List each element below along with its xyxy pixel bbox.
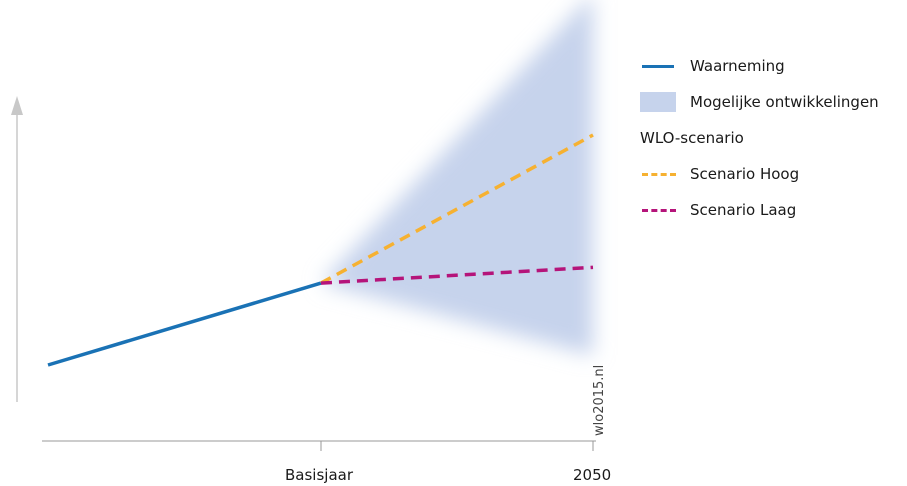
legend-group-title: WLO-scenario <box>640 129 744 147</box>
series-scenario-hoog-line <box>320 133 594 285</box>
legend-item-waarneming: Waarneming <box>640 56 902 76</box>
legend-swatch-dashed-orange <box>640 164 676 184</box>
x-tick-label-2050: 2050 <box>573 466 612 484</box>
uncertainty-band <box>321 0 593 356</box>
legend-swatch-dashed-magenta <box>640 200 676 220</box>
legend-label-scenario-laag: Scenario Laag <box>690 201 797 219</box>
legend-item-scenario-laag: Scenario Laag <box>640 200 902 220</box>
legend-swatch-area <box>640 92 676 112</box>
y-axis-arrowhead <box>11 96 23 115</box>
series-scenario-laag-line <box>320 265 594 285</box>
legend-item-scenario-hoog: Scenario Hoog <box>640 164 902 184</box>
legend-item-band: Mogelijke ontwikkelingen <box>640 92 902 112</box>
legend-label-waarneming: Waarneming <box>690 57 785 75</box>
legend-label-band: Mogelijke ontwikkelingen <box>690 93 879 111</box>
legend-label-scenario-hoog: Scenario Hoog <box>690 165 800 183</box>
source-label: wlo2015.nl <box>592 364 607 436</box>
band-area <box>321 0 593 356</box>
x-tick-label-basisjaar: Basisjaar <box>285 466 353 484</box>
legend-swatch-solid-line <box>640 56 676 76</box>
legend: Waarneming Mogelijke ontwikkelingen WLO-… <box>640 56 902 236</box>
series-waarneming-line <box>47 281 322 367</box>
